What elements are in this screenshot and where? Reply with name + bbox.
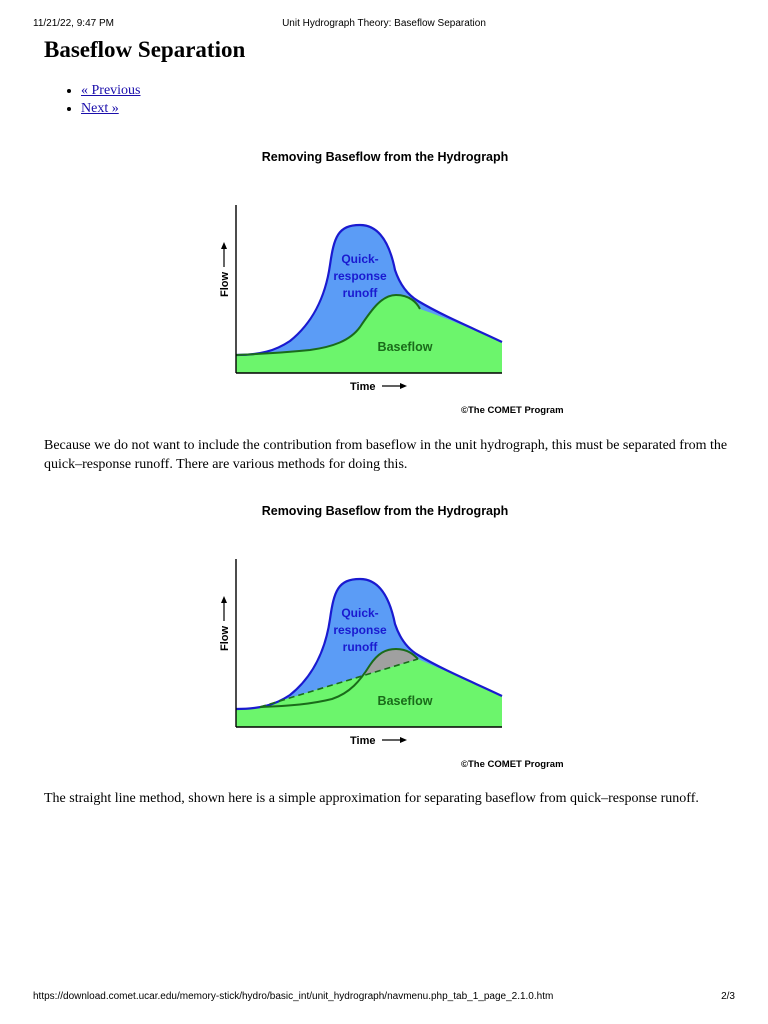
paragraph-2: The straight line method, shown here is … <box>44 791 699 806</box>
paragraph-1: Because we do not want to include the co… <box>44 438 728 472</box>
nav-item-previous: « Previous <box>81 82 141 100</box>
x-axis-label: Time <box>350 735 407 747</box>
baseflow-curve <box>259 647 419 708</box>
next-link[interactable]: Next » <box>81 101 119 116</box>
hydrograph-chart: Quick- response runoff Baseflow Flow Tim… <box>219 205 564 415</box>
previous-link[interactable]: « Previous <box>81 83 141 98</box>
baseflow-label: Baseflow <box>378 340 433 354</box>
print-page-number: 2/3 <box>721 991 735 1002</box>
straight-line-separation <box>259 658 419 708</box>
svg-text:Flow: Flow <box>219 626 231 651</box>
figure-credit: ©The COMET Program <box>461 759 564 769</box>
separation-gap-area <box>260 649 418 707</box>
quick-label-line-3: runoff <box>343 286 379 300</box>
print-datetime: 11/21/22, 9:47 PM <box>33 18 114 29</box>
hydrograph-figure-2: Removing Baseflow from the Hydrograph Qu… <box>200 499 570 769</box>
baseflow-label: Baseflow <box>378 694 433 708</box>
svg-text:Flow: Flow <box>219 272 231 297</box>
quick-label-line-1: Quick- <box>341 606 378 620</box>
nav-item-next: Next » <box>81 100 141 118</box>
hydrograph-figure-1: Removing Baseflow from the Hydrograph Qu… <box>200 145 570 415</box>
quick-label-line-2: response <box>333 623 387 637</box>
hydrograph-curve <box>235 223 503 357</box>
baseflow-area <box>236 659 502 727</box>
print-url: https://download.comet.ucar.edu/memory-s… <box>33 991 554 1002</box>
figure-title: Removing Baseflow from the Hydrograph <box>261 150 509 164</box>
y-axis-label: Flow <box>219 242 231 297</box>
quick-label-line-1: Quick- <box>341 252 378 266</box>
page-title: Baseflow Separation <box>44 37 246 62</box>
print-doc-title: Unit Hydrograph Theory: Baseflow Separat… <box>282 18 486 29</box>
baseflow-curve <box>235 293 421 356</box>
page-nav: « Previous Next » <box>44 82 141 118</box>
figure-credit: ©The COMET Program <box>461 405 564 415</box>
hydrograph-curve <box>235 577 503 711</box>
baseflow-area <box>236 295 502 373</box>
hydrograph-chart: Quick- response runoff Baseflow Flow Tim… <box>219 559 564 769</box>
y-axis-label: Flow <box>219 596 231 651</box>
svg-text:Time: Time <box>350 381 375 393</box>
svg-text:Time: Time <box>350 735 375 747</box>
quick-label-line-3: runoff <box>343 640 379 654</box>
x-axis-label: Time <box>350 381 407 393</box>
quick-label-line-2: response <box>333 269 387 283</box>
figure-title: Removing Baseflow from the Hydrograph <box>261 504 509 518</box>
